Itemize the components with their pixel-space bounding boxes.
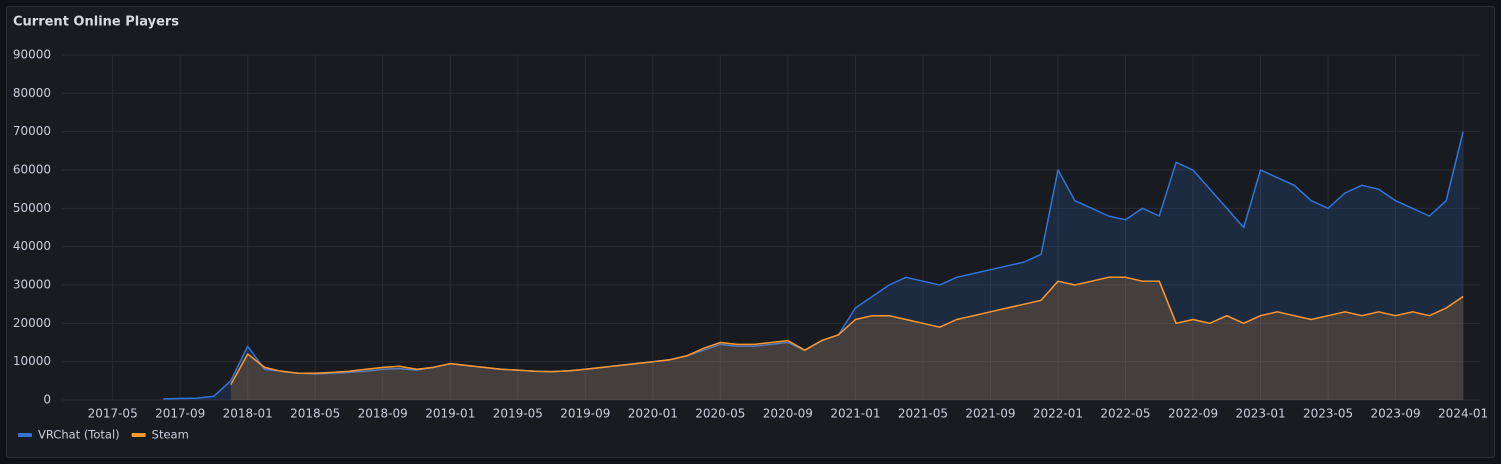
x-tick-label: 2018-09 bbox=[358, 407, 408, 421]
y-tick-label: 30000 bbox=[13, 278, 51, 292]
x-tick-label: 2020-05 bbox=[695, 407, 745, 421]
chart-title: Current Online Players bbox=[13, 15, 179, 30]
x-tick-label: 2023-05 bbox=[1303, 407, 1353, 421]
y-tick-label: 90000 bbox=[13, 48, 51, 62]
y-tick-label: 80000 bbox=[13, 86, 51, 100]
series-line bbox=[230, 276, 1464, 386]
legend-label: Steam bbox=[152, 428, 189, 442]
x-tick-label: 2020-01 bbox=[628, 407, 678, 421]
legend-swatch bbox=[131, 433, 146, 437]
panel-frame bbox=[6, 6, 1495, 458]
y-tick-label: 40000 bbox=[13, 239, 51, 253]
series-area bbox=[163, 131, 1464, 400]
x-tick-label: 2022-09 bbox=[1168, 407, 1218, 421]
x-tick-label: 2021-09 bbox=[965, 407, 1015, 421]
x-tick-label: 2023-01 bbox=[1235, 407, 1285, 421]
y-tick-label: 20000 bbox=[13, 316, 51, 330]
x-tick-label: 2019-01 bbox=[425, 407, 475, 421]
x-tick-label: 2020-09 bbox=[763, 407, 813, 421]
x-tick-label: 2023-09 bbox=[1371, 407, 1421, 421]
y-tick-label: 60000 bbox=[13, 163, 51, 177]
legend: VRChat (Total) Steam bbox=[18, 428, 189, 442]
axes: 0 10000 20000 30000 40000 50000 60000 70000 8000… bbox=[13, 48, 1488, 421]
x-tick-label: 2021-05 bbox=[898, 407, 948, 421]
x-tick-label: 2019-05 bbox=[493, 407, 543, 421]
x-tick-label: 2017-09 bbox=[155, 407, 205, 421]
legend-swatch bbox=[18, 433, 32, 437]
series-area bbox=[230, 277, 1464, 400]
x-tick-label: 2018-05 bbox=[290, 407, 340, 421]
x-tick-label: 2022-01 bbox=[1033, 407, 1083, 421]
x-tick-label: 2021-01 bbox=[830, 407, 880, 421]
y-tick-label: 0 bbox=[43, 393, 51, 407]
legend-label: VRChat (Total) bbox=[38, 428, 120, 442]
y-tick-label: 10000 bbox=[13, 354, 51, 368]
x-tick-label: 2018-01 bbox=[223, 407, 273, 421]
y-tick-label: 50000 bbox=[13, 201, 51, 215]
y-tick-label: 70000 bbox=[13, 124, 51, 138]
x-tick-label: 2019-09 bbox=[560, 407, 610, 421]
x-tick-label: 2024-01 bbox=[1438, 407, 1488, 421]
x-tick-label: 2022-05 bbox=[1100, 407, 1150, 421]
x-tick-label: 2017-05 bbox=[88, 407, 138, 421]
plot bbox=[163, 131, 1464, 400]
